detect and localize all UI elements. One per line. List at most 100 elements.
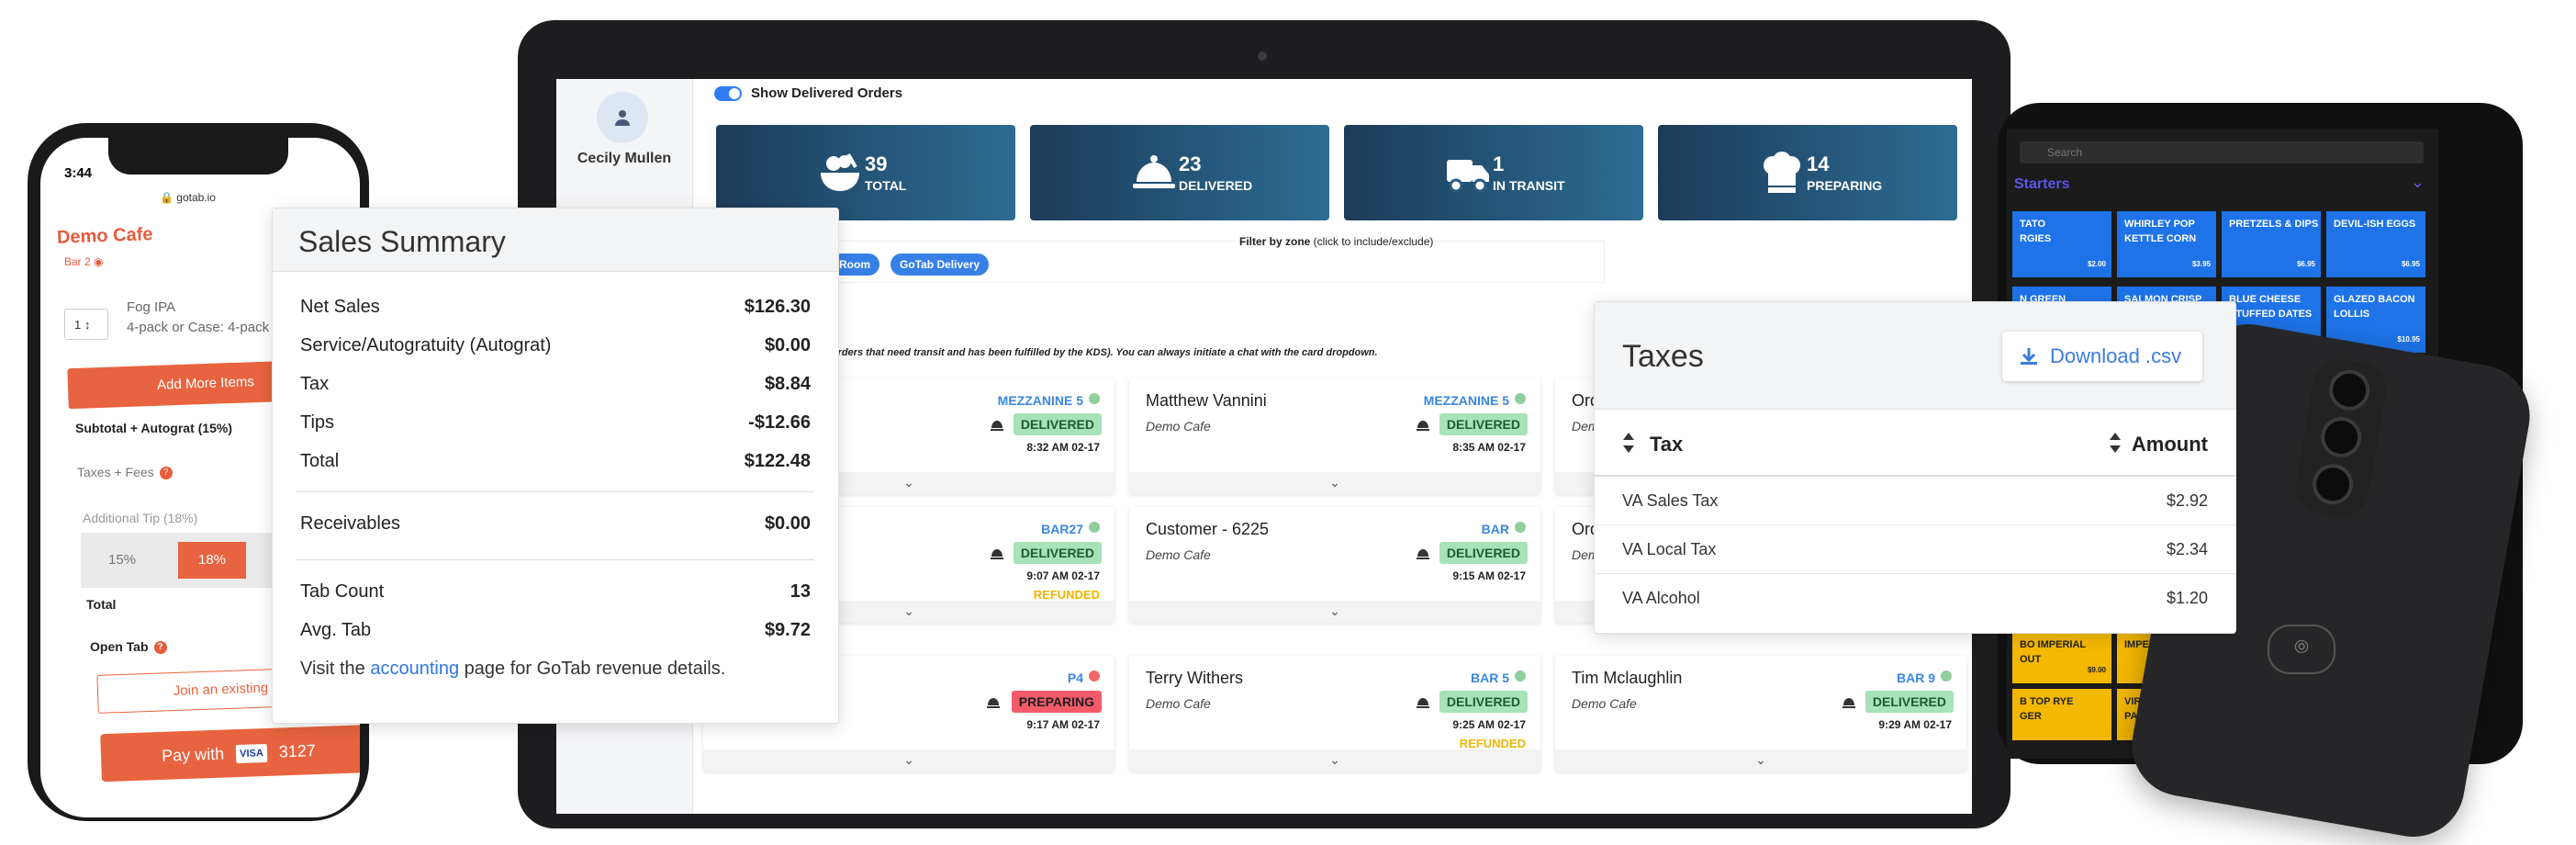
venue-name: Demo Cafe: [56, 224, 153, 248]
chevron-down-icon: ⌄: [903, 475, 914, 490]
menu-item-name: BO IMPERIAL OUT: [2020, 639, 2087, 665]
sort-icon[interactable]: [2109, 431, 2122, 455]
stat-delivered[interactable]: 23 DELIVERED: [1030, 125, 1329, 220]
location-label: P4: [1067, 670, 1083, 685]
zone-filter-label: Filter by zone (click to include/exclude…: [1239, 235, 1433, 248]
receivables-row: Receivables $0.00: [300, 513, 811, 535]
cloche-icon: [1417, 549, 1429, 559]
pay-button[interactable]: Pay with VISA 3127: [100, 724, 360, 783]
menu-item-name: WHIRLEY POP KETTLE CORN: [2124, 219, 2197, 244]
card-dropdown[interactable]: ⌄: [1129, 472, 1540, 494]
menu-item-tile[interactable]: DEVIL-ISH EGGS $6.95: [2326, 211, 2425, 277]
customer-name: Matthew Vannini: [1146, 391, 1267, 410]
taxes-fees-text: Taxes + Fees: [77, 465, 154, 479]
avatar[interactable]: [597, 92, 648, 143]
customer-name: Customer - 6225: [1146, 520, 1270, 538]
chevron-down-icon[interactable]: ⌄: [2411, 173, 2425, 191]
sales-row-value: $126.30: [744, 297, 811, 317]
stat-preparing[interactable]: 14 PREPARING: [1658, 125, 1957, 220]
order-time: 8:35 AM 02-17: [1452, 441, 1526, 454]
sales-row-label: Tax: [300, 374, 330, 394]
order-card[interactable]: Matthew Vannini Demo Cafe MEZZANINE 5 DELIV…: [1129, 378, 1540, 494]
status-badge: DELIVERED: [1013, 542, 1102, 564]
chef-hat-icon: [1764, 152, 1800, 193]
stat-in-transit[interactable]: 1 IN TRANSIT: [1344, 125, 1643, 220]
order-time: 9:15 AM 02-17: [1452, 569, 1526, 582]
card-dropdown[interactable]: ⌄: [1129, 601, 1540, 623]
sort-icon[interactable]: [1622, 431, 1635, 455]
card-dropdown[interactable]: ⌄: [1129, 749, 1540, 772]
delivery-truck-icon: [1447, 160, 1489, 193]
menu-item-tile[interactable]: B TOP RYE GER: [2012, 689, 2111, 740]
tip-option-18[interactable]: 18%: [178, 542, 246, 579]
quantity-select[interactable]: 1 ↕: [64, 309, 108, 340]
status-badge: DELIVERED: [1439, 542, 1528, 564]
stat-preparing-count: 14: [1807, 152, 1830, 175]
taxes-fees-label: Taxes + Fees?: [77, 465, 173, 480]
order-time: 9:07 AM 02-17: [1026, 569, 1100, 582]
location-label: MEZZANINE 5: [1423, 393, 1509, 408]
venue-name: Dem: [1572, 419, 1599, 434]
menu-search-input[interactable]: Search: [2020, 141, 2424, 163]
tax-name: VA Sales Tax: [1622, 491, 1719, 510]
chevron-down-icon: ⌄: [903, 752, 914, 767]
camera-lens: [2317, 413, 2365, 461]
user-icon: [615, 110, 630, 126]
help-icon[interactable]: ?: [159, 467, 173, 480]
sales-row-value: $122.48: [744, 451, 811, 471]
menu-item-tile[interactable]: PRETZELS & DIPS $6.95: [2222, 211, 2321, 277]
stat-total[interactable]: 39 TOTAL: [716, 125, 1015, 220]
cloche-icon: [1417, 421, 1429, 431]
location-label: BAR27: [1041, 522, 1083, 536]
sales-row: Tax $8.84: [300, 374, 811, 395]
cloche-icon: [991, 549, 1003, 559]
stat-in-transit-label: IN TRANSIT: [1493, 178, 1565, 193]
tip-option-15[interactable]: 15%: [107, 552, 137, 568]
venue-name: Demo Cafe: [1572, 696, 1637, 711]
sales-row-value: $0.00: [764, 335, 811, 355]
menu-item-tile[interactable]: BO IMPERIAL OUT $9.00: [2012, 632, 2111, 683]
refunded-badge: REFUNDED: [1459, 737, 1526, 750]
cloche-icon: [1133, 155, 1175, 188]
sales-row: Tips -$12.66: [300, 412, 811, 434]
sales-summary-title: Sales Summary: [298, 225, 506, 258]
menu-item-price: $6.95: [2296, 260, 2315, 268]
column-header-tax[interactable]: Tax: [1650, 433, 1684, 456]
info-text: r status (only for orders that need tran…: [749, 347, 1378, 358]
stat-delivered-label: DELIVERED: [1179, 178, 1253, 193]
chevron-down-icon: ⌄: [1329, 475, 1340, 490]
stat-total-label: TOTAL: [865, 178, 907, 193]
order-card[interactable]: Customer - 6225 Demo Cafe BAR DELIVERED 9:15…: [1129, 507, 1540, 623]
show-delivered-toggle[interactable]: [714, 86, 742, 101]
order-card[interactable]: Terry Withers Demo Cafe BAR 5 DELIVERED 9:25…: [1129, 656, 1540, 772]
category-label[interactable]: Starters: [2014, 176, 2070, 192]
table-row: VA Local Tax $2.34: [1595, 525, 2235, 574]
sales-row-label: Tips: [300, 412, 335, 433]
table-location-text: Bar 2: [64, 255, 91, 268]
avg-tab-value: $9.72: [764, 620, 811, 640]
show-delivered-label: Show Delivered Orders: [751, 85, 903, 101]
menu-item-tile[interactable]: WHIRLEY POP KETTLE CORN $3.95: [2117, 211, 2216, 277]
table-row: VA Alcohol $1.20: [1595, 574, 2235, 622]
chevron-down-icon: ⌄: [1329, 603, 1340, 618]
venue-name: Dem: [1572, 547, 1599, 562]
accounting-link[interactable]: accounting: [370, 659, 460, 679]
table-row: VA Sales Tax $2.92: [1595, 477, 2235, 525]
taxes-column-headers: Tax Amount: [1595, 409, 2235, 477]
quantity-value: 1: [74, 318, 82, 332]
menu-item-price: $9.00: [2087, 666, 2106, 674]
zone-pill-gotab-delivery[interactable]: GoTab Delivery: [890, 254, 990, 276]
receivables-label: Receivables: [300, 513, 400, 534]
column-header-amount[interactable]: Amount: [2131, 433, 2208, 456]
chef-hat-icon: [987, 698, 1000, 708]
tax-amount: $2.92: [2166, 491, 2208, 510]
card-dropdown[interactable]: ⌄: [1555, 749, 1966, 772]
venue-name: Demo Cafe: [1146, 696, 1211, 711]
stepper-icon: ↕: [84, 318, 91, 332]
sales-note-suffix: page for GoTab revenue details.: [459, 659, 726, 679]
card-dropdown[interactable]: ⌄: [703, 749, 1114, 772]
help-icon[interactable]: ?: [153, 641, 167, 655]
download-csv-button[interactable]: Download .csv: [2002, 332, 2202, 381]
menu-item-tile[interactable]: TATO RGIES $2.00: [2012, 211, 2111, 277]
order-card[interactable]: Tim Mclaughlin Demo Cafe BAR 9 DELIVERED 9:2…: [1555, 656, 1966, 772]
